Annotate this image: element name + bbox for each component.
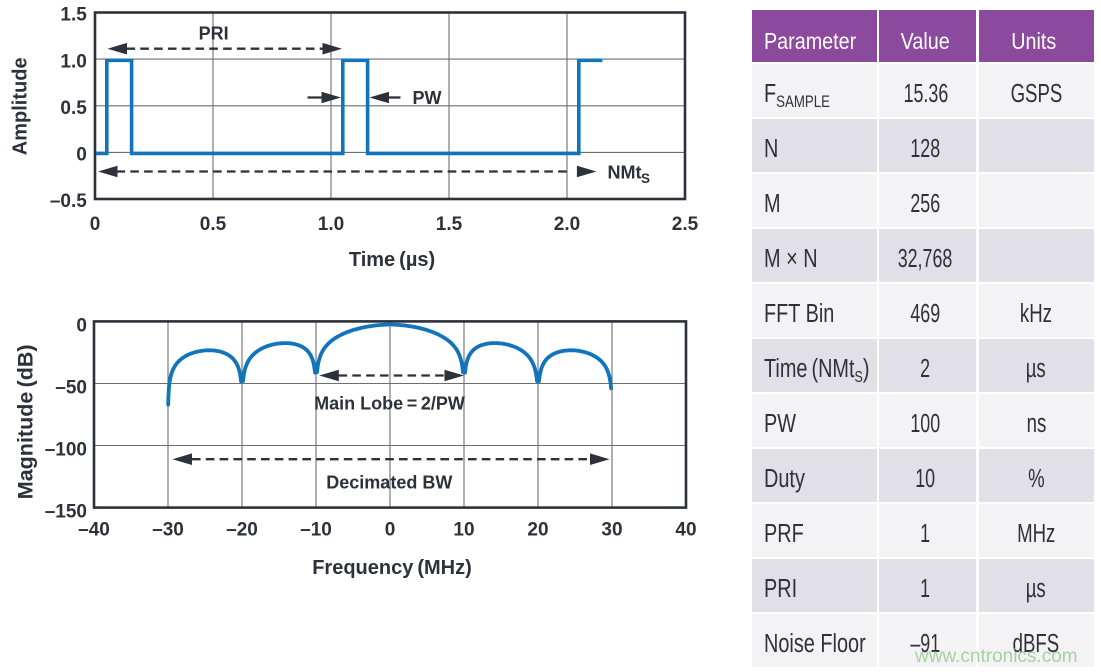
svg-text:PW: PW bbox=[413, 88, 442, 108]
svg-text:Main Lobe = 2/PW: Main Lobe = 2/PW bbox=[314, 394, 465, 414]
svg-text:–20: –20 bbox=[226, 519, 258, 540]
svg-text:Magnitude (dB): Magnitude (dB) bbox=[14, 344, 38, 499]
svg-text:S: S bbox=[641, 171, 650, 186]
svg-text:Amplitude: Amplitude bbox=[10, 57, 32, 155]
svg-text:1.5: 1.5 bbox=[436, 214, 463, 235]
svg-text:Frequency (MHz): Frequency (MHz) bbox=[312, 557, 472, 579]
svg-text:10: 10 bbox=[453, 519, 474, 540]
svg-text:–0.5: –0.5 bbox=[50, 191, 87, 212]
svg-text:0: 0 bbox=[76, 315, 87, 336]
svg-text:–150: –150 bbox=[45, 502, 87, 523]
svg-text:0.5: 0.5 bbox=[200, 214, 227, 235]
svg-text:2.0: 2.0 bbox=[554, 214, 580, 235]
svg-text:40: 40 bbox=[675, 519, 696, 540]
svg-text:PRI: PRI bbox=[199, 23, 229, 43]
svg-text:0: 0 bbox=[76, 145, 87, 166]
svg-text:NMt: NMt bbox=[608, 163, 642, 183]
svg-text:1.0: 1.0 bbox=[318, 214, 344, 235]
svg-text:20: 20 bbox=[527, 519, 548, 540]
svg-text:0: 0 bbox=[90, 214, 101, 235]
svg-text:–100: –100 bbox=[45, 440, 87, 461]
svg-text:30: 30 bbox=[601, 519, 622, 540]
svg-text:–50: –50 bbox=[55, 378, 87, 399]
svg-text:0.5: 0.5 bbox=[60, 98, 87, 119]
svg-text:1.0: 1.0 bbox=[60, 51, 86, 72]
svg-text:2.5: 2.5 bbox=[672, 214, 699, 235]
svg-text:–10: –10 bbox=[300, 519, 332, 540]
svg-text:–40: –40 bbox=[78, 519, 110, 540]
svg-text:0: 0 bbox=[385, 519, 396, 540]
svg-text:Decimated BW: Decimated BW bbox=[326, 472, 452, 492]
svg-text:Time (µs): Time (µs) bbox=[349, 249, 435, 271]
svg-text:1.5: 1.5 bbox=[60, 5, 87, 26]
svg-text:–30: –30 bbox=[152, 519, 184, 540]
